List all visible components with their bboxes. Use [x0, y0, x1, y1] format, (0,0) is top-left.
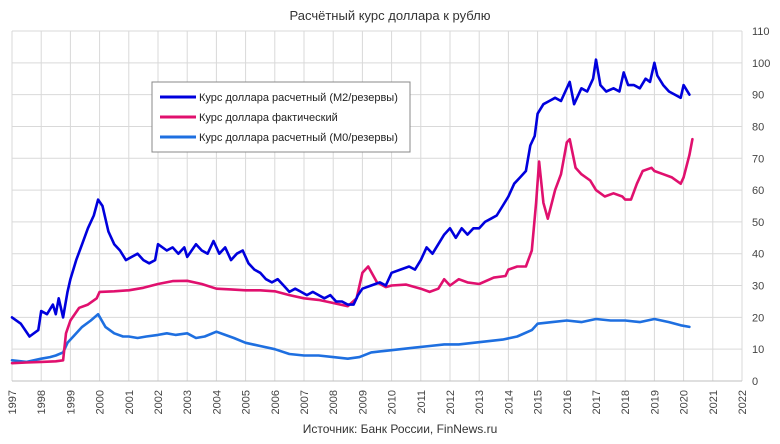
y-axis-tick-labels: 0 10 20 30 40 50 60 70 80 90 100 110: [752, 26, 770, 388]
x-tick-label: 1997: [7, 390, 19, 414]
x-axis-tick-labels: 1997 1998 1999 2000 2001 2002 2003 2004 2005 2006…: [7, 390, 749, 414]
x-tick-label: 2012: [445, 390, 457, 414]
x-tick-label: 2002: [153, 390, 165, 414]
x-tick-label: 2009: [357, 390, 369, 414]
y-tick-label: 110: [752, 26, 770, 38]
legend-label-actual: Курс доллара фактический: [199, 112, 338, 124]
x-tick-label: 2006: [270, 390, 282, 414]
series-line-m0-reserves: [10, 312, 691, 364]
x-tick-label: 2011: [416, 390, 428, 414]
chart-title: Расчётный курс доллара к рублю: [290, 8, 491, 23]
x-tick-label: 2007: [299, 390, 311, 414]
x-tick-label: 2010: [387, 390, 399, 414]
x-tick-label: 2005: [241, 390, 253, 414]
x-tick-label: 2008: [328, 390, 340, 414]
y-tick-label: 70: [752, 153, 764, 165]
legend-label-m2: Курс доллара расчетный (М2/резервы): [199, 92, 398, 104]
series-line-actual-rate: [10, 137, 694, 365]
series-line-m2-reserves: [10, 58, 691, 338]
x-tick-label: 2015: [533, 390, 545, 414]
y-tick-label: 60: [752, 185, 764, 197]
x-tick-label: 2016: [562, 390, 574, 414]
x-tick-label: 2020: [679, 390, 691, 414]
y-tick-label: 90: [752, 90, 764, 102]
y-tick-label: 50: [752, 217, 764, 229]
x-tick-label: 2003: [182, 390, 194, 414]
legend-label-m0: Курс доллара расчетный (М0/резервы): [199, 132, 398, 144]
x-tick-label: 2000: [95, 390, 107, 414]
x-tick-label: 2019: [649, 390, 661, 414]
x-tick-label: 2017: [591, 390, 603, 414]
x-tick-label: 1998: [36, 390, 48, 414]
y-tick-label: 40: [752, 249, 764, 261]
legend: Курс доллара расчетный (М2/резервы) Курс…: [151, 81, 411, 153]
x-tick-label: 2021: [708, 390, 720, 414]
y-tick-label: 30: [752, 281, 764, 293]
y-tick-label: 0: [752, 376, 758, 388]
x-tick-label: 2018: [620, 390, 632, 414]
y-tick-label: 10: [752, 344, 764, 356]
x-tick-label: 2001: [124, 390, 136, 414]
y-tick-label: 80: [752, 121, 764, 133]
x-tick-label: 1999: [65, 390, 77, 414]
y-tick-label: 20: [752, 312, 764, 324]
x-tick-label: 2014: [503, 390, 515, 414]
x-tick-label: 2022: [737, 390, 749, 414]
series-lines: [10, 58, 694, 365]
source-note: Источник: Банк России, FinNews.ru: [303, 422, 498, 436]
x-tick-label: 2013: [474, 390, 486, 414]
x-tick-label: 2004: [211, 390, 223, 414]
y-tick-label: 100: [752, 58, 770, 70]
